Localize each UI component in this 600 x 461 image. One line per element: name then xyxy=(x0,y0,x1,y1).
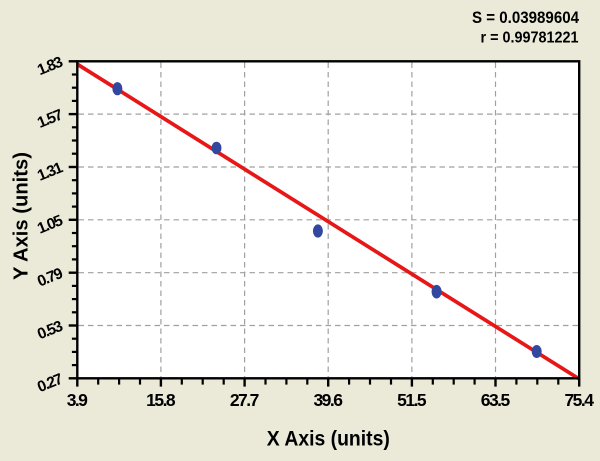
svg-text:Y Axis (units): Y Axis (units) xyxy=(11,152,33,280)
svg-text:51.5: 51.5 xyxy=(397,390,427,410)
svg-text:75.4: 75.4 xyxy=(564,390,594,410)
svg-text:63.5: 63.5 xyxy=(481,390,511,410)
svg-text:r = 0.99781221: r = 0.99781221 xyxy=(481,30,579,47)
svg-text:3.9: 3.9 xyxy=(67,390,88,410)
svg-text:15.8: 15.8 xyxy=(146,390,176,410)
svg-text:39.6: 39.6 xyxy=(313,390,343,410)
svg-text:X Axis (units): X Axis (units) xyxy=(267,427,390,451)
svg-text:27.7: 27.7 xyxy=(230,390,260,410)
svg-text:S = 0.03989604: S = 0.03989604 xyxy=(472,9,579,27)
